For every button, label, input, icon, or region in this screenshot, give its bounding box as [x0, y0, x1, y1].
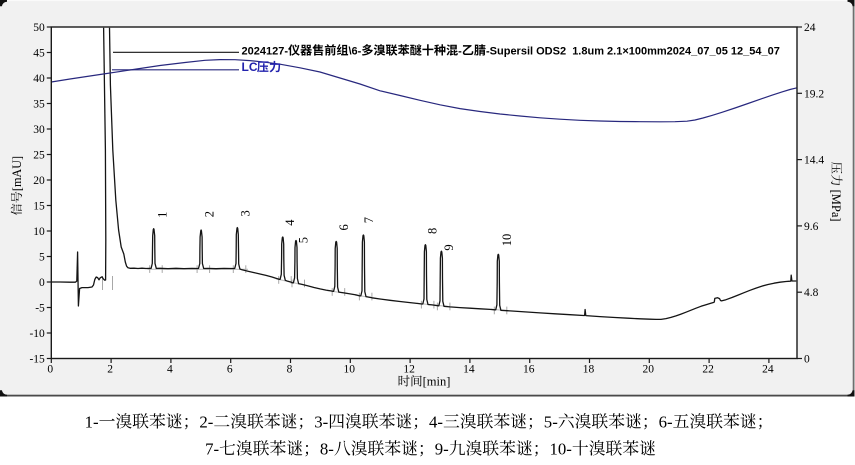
- svg-text:6: 6: [337, 224, 351, 230]
- svg-text:5-: 5-: [544, 412, 558, 431]
- svg-text:8: 8: [287, 363, 293, 375]
- svg-text:4: 4: [167, 363, 173, 375]
- svg-text:[min]: [min]: [423, 375, 451, 389]
- svg-text:22: 22: [702, 363, 714, 375]
- svg-text:8: 8: [425, 228, 439, 234]
- svg-text:4.8: 4.8: [804, 287, 819, 299]
- svg-text:10-: 10-: [550, 439, 572, 458]
- svg-text:40: 40: [33, 73, 45, 85]
- svg-text:16: 16: [523, 363, 535, 375]
- svg-text:30: 30: [33, 124, 45, 136]
- svg-text:14.4: 14.4: [804, 155, 824, 167]
- svg-text:18: 18: [583, 363, 595, 375]
- svg-text:-10: -10: [29, 328, 45, 340]
- svg-text:14: 14: [463, 363, 475, 375]
- svg-text:9: 9: [442, 244, 456, 250]
- svg-text:2024127-: 2024127-: [242, 46, 289, 58]
- svg-text:4: 4: [283, 219, 297, 226]
- svg-text:1-: 1-: [85, 412, 99, 431]
- svg-text:20: 20: [643, 363, 655, 375]
- svg-text:5: 5: [297, 237, 311, 243]
- svg-text:24: 24: [762, 363, 774, 375]
- svg-text:2: 2: [107, 363, 113, 375]
- svg-text:6-: 6-: [659, 412, 673, 431]
- svg-text:50: 50: [33, 22, 45, 34]
- svg-text:24: 24: [804, 22, 816, 34]
- svg-text:8-: 8-: [320, 439, 334, 458]
- svg-text:[MPa]: [MPa]: [829, 187, 843, 222]
- svg-text:0: 0: [804, 354, 810, 366]
- svg-text:-Supersil ODS2 1.8um 2.1×100m: -Supersil ODS2 1.8um 2.1×100mm2024_07_05…: [486, 46, 780, 58]
- svg-text:5: 5: [39, 252, 45, 264]
- svg-text:7-: 7-: [205, 439, 219, 458]
- svg-text:1: 1: [155, 212, 169, 218]
- svg-text:20: 20: [33, 175, 45, 187]
- svg-text:7: 7: [362, 217, 376, 223]
- svg-text:-: -: [458, 46, 462, 58]
- svg-text:15: 15: [33, 201, 45, 213]
- svg-text:10: 10: [344, 363, 356, 375]
- svg-text:45: 45: [33, 48, 45, 60]
- svg-text:0: 0: [47, 363, 53, 375]
- svg-text:2: 2: [203, 211, 217, 217]
- svg-text:4-: 4-: [429, 412, 443, 431]
- svg-text:9-: 9-: [435, 439, 449, 458]
- svg-text:35: 35: [33, 99, 45, 111]
- svg-text:LC: LC: [242, 60, 258, 74]
- svg-text:-5: -5: [35, 303, 45, 315]
- svg-text:0: 0: [39, 277, 45, 289]
- svg-text:2-: 2-: [199, 412, 213, 431]
- svg-text:10: 10: [33, 226, 45, 238]
- svg-text:3-: 3-: [314, 412, 328, 431]
- svg-text:6: 6: [227, 363, 233, 375]
- svg-text:-15: -15: [29, 354, 45, 366]
- svg-text:10: 10: [500, 234, 514, 247]
- svg-text:[mAU]: [mAU]: [10, 156, 24, 191]
- svg-text:25: 25: [33, 150, 45, 162]
- svg-text:9.6: 9.6: [804, 221, 819, 233]
- svg-text:19.2: 19.2: [804, 88, 824, 100]
- svg-text:\6-: \6-: [349, 46, 362, 58]
- svg-text:3: 3: [239, 210, 253, 216]
- svg-text:12: 12: [403, 363, 415, 375]
